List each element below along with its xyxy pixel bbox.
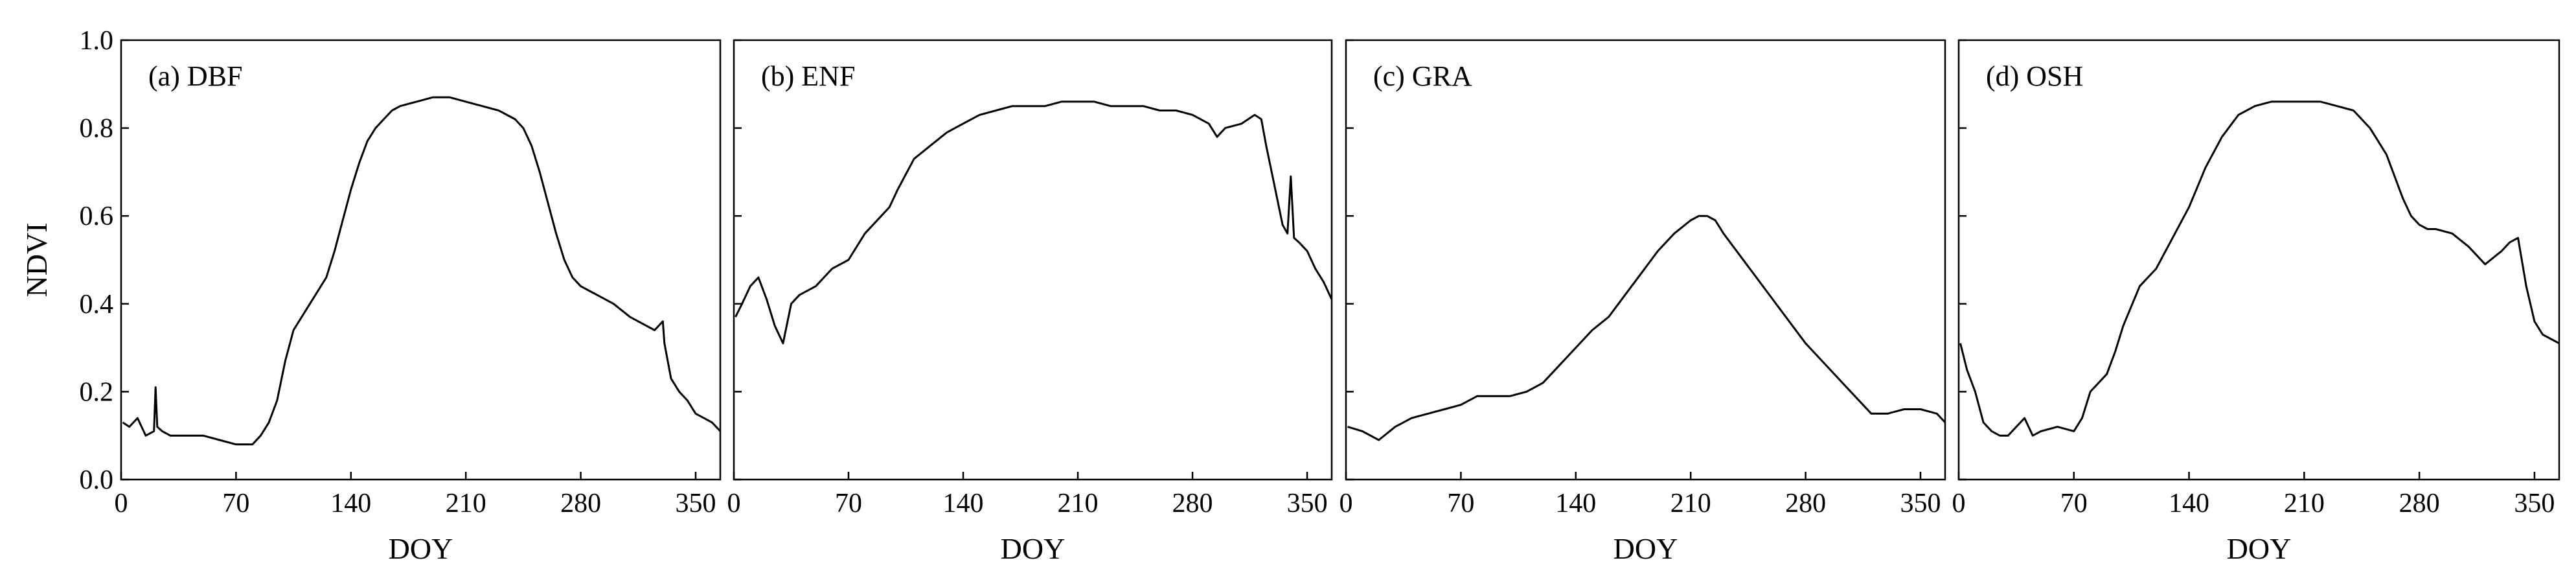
x-tick-label: 210 — [1670, 489, 1711, 518]
plot-frame — [1345, 39, 1946, 481]
y-tick-label: 0.6 — [80, 202, 114, 231]
x-tick-label: 70 — [222, 489, 249, 518]
ndvi-series-line — [122, 96, 722, 446]
panel-4: 0 70 140 210 280 350 DOY (d) OSH — [1952, 39, 2560, 565]
panels-group: 0 70 140 210 280 350 0.0 0.2 0.4 0.6 0.8 1.0 DOY NDVI… — [20, 26, 2560, 565]
x-tick-label: 0 — [1339, 489, 1353, 518]
y-tick-label: 1.0 — [80, 26, 114, 56]
x-tick-label: 0 — [1952, 489, 1966, 518]
x-axis-title: DOY — [1613, 532, 1678, 565]
x-tick-label: 280 — [1785, 489, 1826, 518]
x-tick-label: 350 — [1287, 489, 1328, 518]
x-tick-label: 350 — [675, 489, 716, 518]
y-tick-label: 0.0 — [80, 465, 114, 495]
x-tick-label: 70 — [1447, 489, 1474, 518]
panel-label: (a) DBF — [148, 60, 242, 92]
ndvi-series-line — [735, 100, 1333, 345]
panel-3: 0 70 140 210 280 350 DOY (c) GRA — [1339, 39, 1946, 565]
x-tick-label: 210 — [2284, 489, 2325, 518]
y-axis-title: NDVI — [20, 223, 53, 297]
y-tick-label: 0.4 — [80, 290, 114, 319]
x-tick-label: 0 — [727, 489, 741, 518]
x-tick-label: 350 — [1900, 489, 1941, 518]
panel-1: 0 70 140 210 280 350 0.0 0.2 0.4 0.6 0.8 1.0 DOY NDVI… — [20, 26, 722, 565]
x-tick-label: 140 — [2169, 489, 2209, 518]
x-tick-label: 0 — [115, 489, 128, 518]
plot-frame — [733, 39, 1333, 481]
y-tick-label: 0.8 — [80, 114, 114, 144]
x-tick-label: 280 — [2399, 489, 2440, 518]
x-axis-title: DOY — [389, 532, 453, 565]
y-tick-label: 0.2 — [80, 377, 114, 407]
x-axis-title: DOY — [1001, 532, 1066, 565]
x-tick-label: 140 — [1555, 489, 1596, 518]
plot-frame — [1957, 39, 2560, 481]
panel-label: (b) ENF — [761, 60, 855, 92]
x-tick-label: 70 — [2060, 489, 2088, 518]
x-tick-label: 70 — [835, 489, 862, 518]
panel-label: (d) OSH — [1986, 60, 2083, 92]
panel-2: 0 70 140 210 280 350 DOY (b) ENF — [727, 39, 1333, 565]
ndvi-series-line — [1959, 100, 2560, 437]
x-tick-label: 350 — [2514, 489, 2555, 518]
plot-frame — [120, 39, 722, 481]
x-axis-title: DOY — [2227, 532, 2292, 565]
ndvi-series-line — [1347, 215, 1946, 441]
x-tick-label: 140 — [943, 489, 984, 518]
x-tick-label: 280 — [1172, 489, 1213, 518]
panel-label: (c) GRA — [1373, 60, 1472, 92]
x-tick-label: 210 — [1058, 489, 1099, 518]
x-tick-label: 210 — [446, 489, 486, 518]
x-tick-label: 140 — [330, 489, 371, 518]
x-tick-label: 280 — [560, 489, 601, 518]
